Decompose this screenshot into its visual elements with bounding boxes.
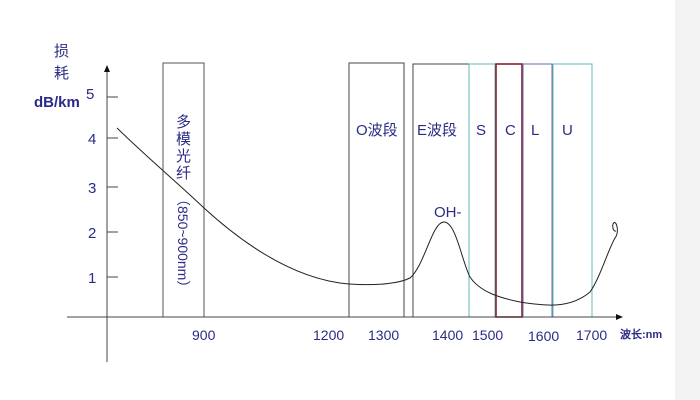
y-tick-label: 1 (88, 270, 96, 287)
x-tick-label: 1700 (576, 327, 607, 343)
band-box (552, 63, 593, 318)
y-tick-label: 3 (88, 180, 96, 197)
x-tick-label: 1200 (313, 327, 344, 343)
x-tick-label: 1300 (368, 327, 399, 343)
band-box (348, 62, 405, 318)
y-tick-label: 4 (88, 131, 96, 148)
attenuation-curve (116, 127, 618, 306)
band-label: L (531, 122, 539, 139)
band-sublabel: （850~900nm） (175, 192, 191, 294)
band-label: E波段 (417, 122, 457, 139)
band-label: O波段 (356, 122, 398, 139)
x-tick-label: 1500 (472, 327, 503, 343)
band-label: U (562, 122, 573, 139)
x-axis-unit: 波长:nm (620, 327, 662, 341)
x-tick-label: 900 (192, 327, 216, 343)
band-box (522, 63, 553, 318)
multimode-band-label: 多模光纤 (174, 114, 192, 182)
band-box (495, 63, 523, 318)
band-label: S (476, 122, 486, 139)
x-tick-label: 1400 (432, 327, 463, 343)
band-box (468, 63, 496, 318)
y-axis-label-2: 耗 (54, 65, 69, 82)
y-axis-label-1: 损 (54, 43, 69, 60)
y-tick-label: 5 (86, 86, 94, 103)
side-strip (675, 0, 700, 400)
y-tick-label: 2 (88, 225, 96, 242)
band-label: C (505, 122, 516, 139)
x-tick-label: 1600 (528, 328, 559, 344)
oh-annotation: OH- (434, 204, 462, 221)
y-axis-unit: dB/km (34, 94, 80, 111)
band-box (412, 63, 470, 318)
